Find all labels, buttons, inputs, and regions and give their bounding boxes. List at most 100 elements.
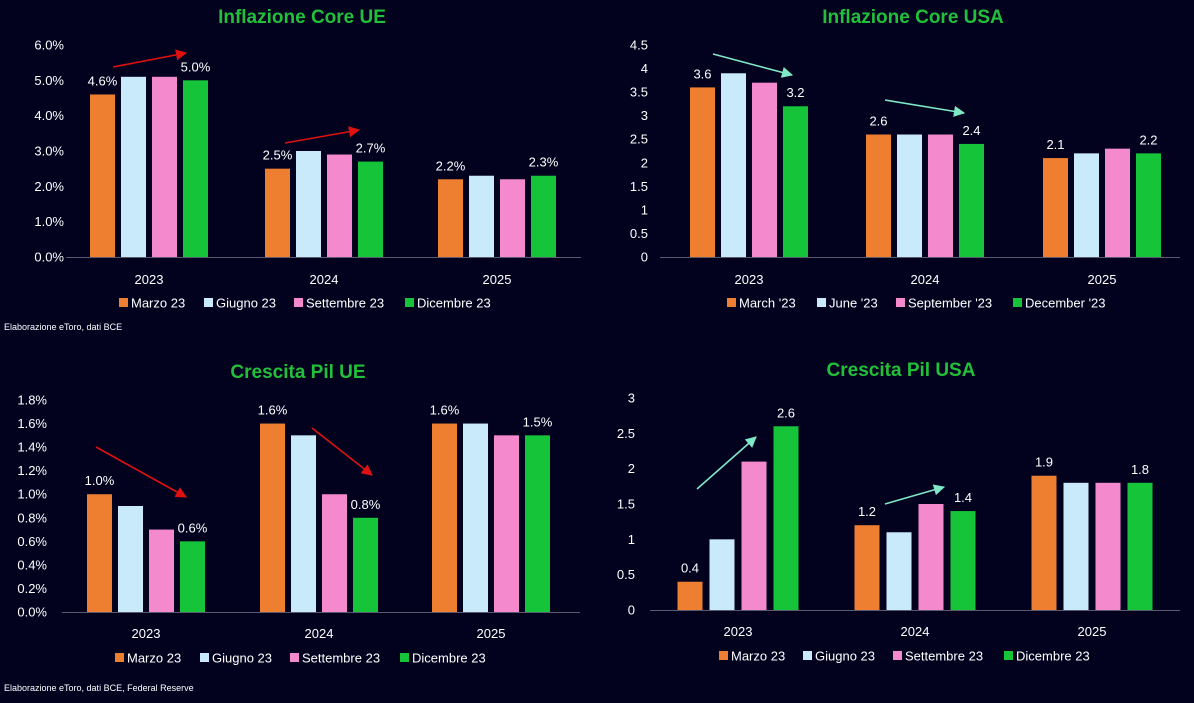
- y-tick-label: 0.2%: [17, 581, 47, 596]
- data-label: 2.2%: [436, 158, 466, 173]
- legend-label: Giugno 23: [212, 651, 272, 666]
- category-label: 2025: [1088, 272, 1117, 287]
- bar: [886, 532, 912, 610]
- bar: [1063, 482, 1089, 610]
- y-tick-label: 1.6%: [17, 416, 47, 431]
- legend-swatch: [727, 298, 736, 307]
- legend-swatch: [290, 653, 299, 662]
- bar: [928, 134, 953, 257]
- y-tick-label: 0.0%: [17, 605, 47, 620]
- chart-4: Crescita Pil USA 0 0.5 1 1.5 2 2.5 3 0.4 2.6 1.2 1.…: [617, 360, 1180, 664]
- bar: [358, 161, 383, 257]
- legend-swatch: [294, 298, 303, 307]
- category-label: 2025: [1078, 624, 1107, 639]
- bar: [1043, 158, 1068, 257]
- bar: [677, 581, 703, 610]
- y-tick-label: 5.0%: [34, 73, 64, 88]
- legend-label: Settembre 23: [905, 649, 983, 664]
- data-label: 5.0%: [181, 59, 211, 74]
- bar: [180, 541, 205, 612]
- trend-arrow: [284, 126, 361, 144]
- data-label: 2.1: [1046, 137, 1064, 152]
- category-label: 2023: [132, 626, 161, 641]
- bar: [950, 511, 976, 610]
- category-label: 2024: [911, 272, 940, 287]
- y-tick-label: 3: [628, 391, 635, 406]
- y-tick-label: 2: [641, 155, 648, 170]
- legend-swatch: [204, 298, 213, 307]
- legend-label: Giugno 23: [815, 649, 875, 664]
- data-label: 0.4: [681, 561, 699, 576]
- y-tick-label: 3.5: [630, 85, 648, 100]
- bar: [1031, 475, 1057, 610]
- legend-swatch: [400, 653, 409, 662]
- category-label: 2024: [305, 626, 334, 641]
- y-tick-label: 6.0%: [34, 38, 64, 53]
- data-label: 3.6: [693, 66, 711, 81]
- y-tick-label: 0.5: [630, 226, 648, 241]
- data-label: 1.2: [858, 504, 876, 519]
- bar: [494, 435, 519, 612]
- bar: [87, 494, 112, 612]
- data-label: 2.3%: [529, 155, 559, 170]
- bar: [721, 73, 746, 258]
- trend-arrow: [112, 49, 188, 68]
- bar: [959, 143, 984, 257]
- bar: [1095, 482, 1121, 610]
- y-tick-label: 0.6%: [17, 534, 47, 549]
- category-label: 2025: [483, 272, 512, 287]
- category-label: 2024: [901, 624, 930, 639]
- legend-swatch: [1004, 651, 1013, 660]
- bar: [90, 94, 115, 257]
- data-label: 3.2: [786, 85, 804, 100]
- bar: [183, 80, 208, 257]
- legend-label: Marzo 23: [731, 649, 785, 664]
- trend-arrow: [884, 484, 946, 505]
- bar: [327, 154, 352, 257]
- bar: [690, 87, 715, 258]
- legend-swatch: [200, 653, 209, 662]
- data-label: 2.6: [777, 405, 795, 420]
- y-tick-label: 4: [641, 61, 648, 76]
- y-tick-label: 0: [641, 250, 648, 265]
- data-label: 4.6%: [88, 73, 118, 88]
- y-tick-label: 0.5: [617, 567, 635, 582]
- y-tick-label: 4.5: [630, 38, 648, 53]
- bar: [709, 539, 735, 610]
- bar: [866, 134, 891, 257]
- bar: [353, 517, 378, 612]
- chart-title: Inflazione Core UE: [218, 7, 386, 28]
- chart-1: Inflazione Core UE 0.0% 1.0% 2.0% 3.0% 4.0% 5.…: [34, 7, 581, 311]
- bar: [149, 529, 174, 612]
- category-label: 2023: [735, 272, 764, 287]
- chart-title: Crescita Pil UE: [230, 362, 365, 383]
- y-tick-label: 2.0%: [34, 179, 64, 194]
- chart-3: Crescita Pil UE 0.0% 0.2% 0.4% 0.6% 0.8% 1.0% 1…: [17, 362, 580, 666]
- y-tick-label: 0: [628, 603, 635, 618]
- trend-arrow: [95, 446, 187, 498]
- data-label: 0.6%: [178, 520, 208, 535]
- bar: [121, 76, 146, 257]
- y-tick-label: 1.5: [617, 497, 635, 512]
- data-label: 1.8: [1131, 462, 1149, 477]
- bar: [1136, 153, 1161, 257]
- bar: [531, 175, 556, 257]
- category-label: 2024: [310, 272, 339, 287]
- legend-label: Dicembre 23: [1016, 649, 1090, 664]
- y-tick-label: 1.8%: [17, 393, 47, 408]
- chart-title: Inflazione Core USA: [822, 7, 1004, 28]
- legend-label: Marzo 23: [127, 651, 181, 666]
- bar: [152, 76, 177, 257]
- chart-title: Crescita Pil USA: [827, 360, 976, 381]
- bar: [500, 179, 525, 257]
- y-tick-label: 1.5: [630, 179, 648, 194]
- legend-swatch: [817, 298, 826, 307]
- bar: [783, 106, 808, 257]
- data-label: 1.4: [954, 490, 972, 505]
- bar: [1074, 153, 1099, 257]
- data-label: 2.6: [869, 114, 887, 129]
- legend-label: Dicembre 23: [417, 296, 491, 311]
- trend-arrow: [696, 436, 757, 490]
- bar: [260, 423, 285, 612]
- y-tick-label: 1.2%: [17, 463, 47, 478]
